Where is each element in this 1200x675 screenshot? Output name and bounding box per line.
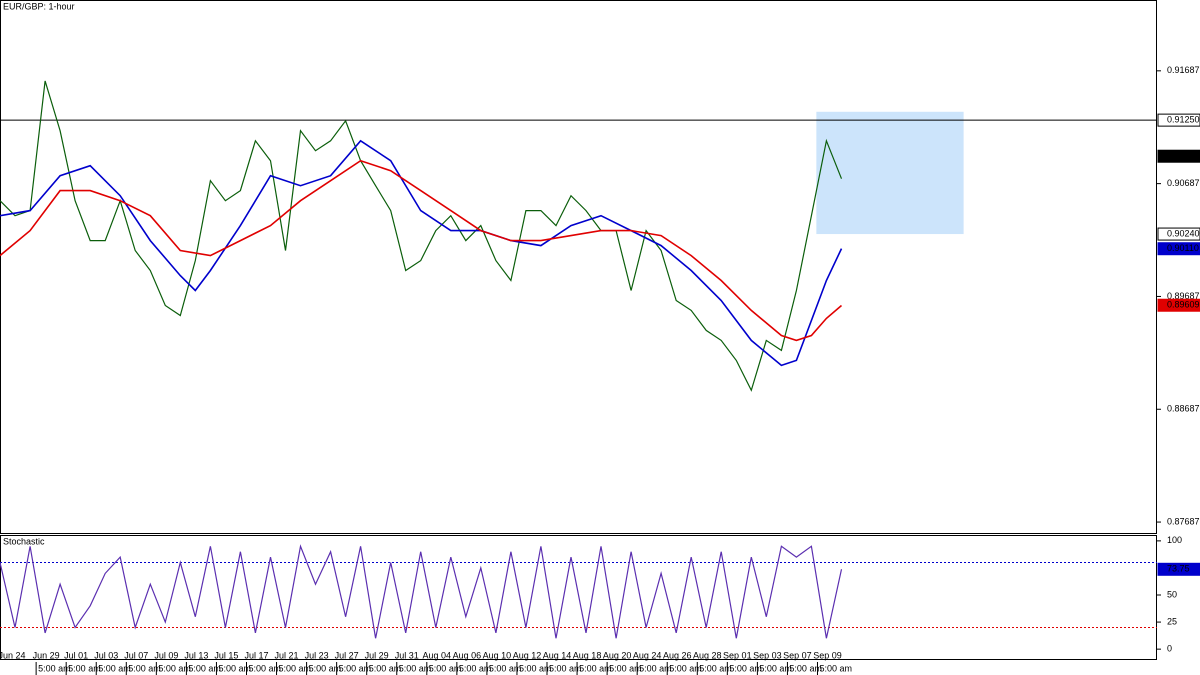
time-label: 5:00 am bbox=[188, 663, 221, 673]
x-tick-label: Jul 07 bbox=[124, 650, 148, 660]
x-tick-label: Jul 21 bbox=[275, 650, 299, 660]
x-tick-label: Jun 24 bbox=[0, 650, 26, 660]
x-tick-label: Jul 03 bbox=[94, 650, 118, 660]
price-marker bbox=[1157, 562, 1200, 576]
x-tick-label: Aug 06 bbox=[453, 650, 482, 660]
time-label: 5:00 am bbox=[639, 663, 672, 673]
y-tick-label: 100 bbox=[1167, 535, 1182, 545]
series-line bbox=[0, 159, 843, 342]
time-label: 5:00 am bbox=[309, 663, 342, 673]
price-marker bbox=[1157, 113, 1200, 127]
zone bbox=[816, 111, 964, 235]
y-tick-label: 0.89687 bbox=[1167, 291, 1200, 301]
x-tick-label: Aug 04 bbox=[423, 650, 452, 660]
x-tick-label: Aug 28 bbox=[693, 650, 722, 660]
time-label: 5:00 am bbox=[98, 663, 131, 673]
time-label: 5:00 am bbox=[669, 663, 702, 673]
time-label: 5:00 am bbox=[609, 663, 642, 673]
x-tick-label: Jul 23 bbox=[305, 650, 329, 660]
time-label: 5:00 am bbox=[429, 663, 462, 673]
time-label: 5:00 am bbox=[218, 663, 251, 673]
time-label: 5:00 am bbox=[789, 663, 822, 673]
x-tick-label: Aug 20 bbox=[603, 650, 632, 660]
time-label: 5:00 am bbox=[399, 663, 432, 673]
x-tick-label: Jul 29 bbox=[365, 650, 389, 660]
price-marker-label: 0.90240 bbox=[1167, 228, 1200, 238]
time-label: 5:00 am bbox=[369, 663, 402, 673]
time-label: 5:00 am bbox=[128, 663, 161, 673]
price-marker-label: 73.75 bbox=[1167, 564, 1190, 574]
y-tick-label: 50 bbox=[1167, 589, 1177, 599]
x-tick-label: Aug 18 bbox=[573, 650, 602, 660]
time-label: 5:00 am bbox=[549, 663, 582, 673]
time-label: 5:00 am bbox=[489, 663, 522, 673]
price-marker-label: 0.90110 bbox=[1167, 243, 1199, 253]
price-marker bbox=[1157, 149, 1200, 163]
time-label: 5:00 am bbox=[158, 663, 191, 673]
x-tick-label: Sep 03 bbox=[753, 650, 782, 660]
x-tick-label: Aug 26 bbox=[663, 650, 692, 660]
x-tick-label: Aug 10 bbox=[483, 650, 512, 660]
time-label: 5:00 am bbox=[699, 663, 732, 673]
y-tick-label: 0.87687 bbox=[1167, 516, 1200, 526]
x-tick-label: Sep 01 bbox=[723, 650, 752, 660]
x-tick-label: Jul 09 bbox=[154, 650, 178, 660]
y-tick-label: 25 bbox=[1167, 616, 1177, 626]
price-marker bbox=[1157, 242, 1200, 256]
time-label: 5:00 am bbox=[68, 663, 101, 673]
x-tick-label: Jul 01 bbox=[64, 650, 88, 660]
series-line bbox=[0, 80, 843, 392]
time-label: 5:00 am bbox=[759, 663, 792, 673]
time-label: 5:00 am bbox=[579, 663, 612, 673]
series-line bbox=[0, 544, 843, 639]
x-tick-label: Jul 15 bbox=[214, 650, 238, 660]
y-tick-label: 0.88687 bbox=[1167, 404, 1200, 414]
price-marker-label: 0.91250 bbox=[1167, 114, 1200, 124]
time-label: 5:00 am bbox=[459, 663, 492, 673]
time-label: 5:00 am bbox=[519, 663, 552, 673]
panel-title: Stochastic bbox=[3, 536, 45, 546]
y-tick-label: 0.90687 bbox=[1167, 178, 1200, 188]
x-tick-label: Aug 12 bbox=[513, 650, 542, 660]
price-marker-label: 0.89609 bbox=[1167, 300, 1200, 310]
x-tick-label: Aug 14 bbox=[543, 650, 572, 660]
time-label: 5:00 am bbox=[819, 663, 852, 673]
series-line bbox=[0, 139, 843, 367]
x-tick-label: Sep 07 bbox=[783, 650, 812, 660]
price-marker-label: 0.90930 bbox=[1167, 151, 1200, 161]
x-tick-label: Sep 09 bbox=[813, 650, 842, 660]
time-label: 5:00 am bbox=[339, 663, 372, 673]
x-tick-label: Jun 29 bbox=[33, 650, 60, 660]
time-label: 5:00 am bbox=[248, 663, 281, 673]
x-tick-label: Jul 31 bbox=[395, 650, 419, 660]
time-label: 5:00 am bbox=[38, 663, 71, 673]
panel-title: EUR/GBP: 1-hour bbox=[3, 1, 75, 11]
price-marker bbox=[1157, 298, 1200, 312]
y-tick-label: 0.91687 bbox=[1167, 65, 1200, 75]
time-label: 5:00 am bbox=[279, 663, 312, 673]
x-tick-label: Jul 13 bbox=[184, 650, 208, 660]
time-label: 5:00 am bbox=[729, 663, 762, 673]
x-tick-label: Aug 24 bbox=[633, 650, 662, 660]
x-tick-label: Jul 17 bbox=[244, 650, 268, 660]
x-tick-label: Jul 27 bbox=[335, 650, 359, 660]
price-marker bbox=[1157, 227, 1200, 241]
y-tick-label: 0 bbox=[1167, 644, 1172, 654]
